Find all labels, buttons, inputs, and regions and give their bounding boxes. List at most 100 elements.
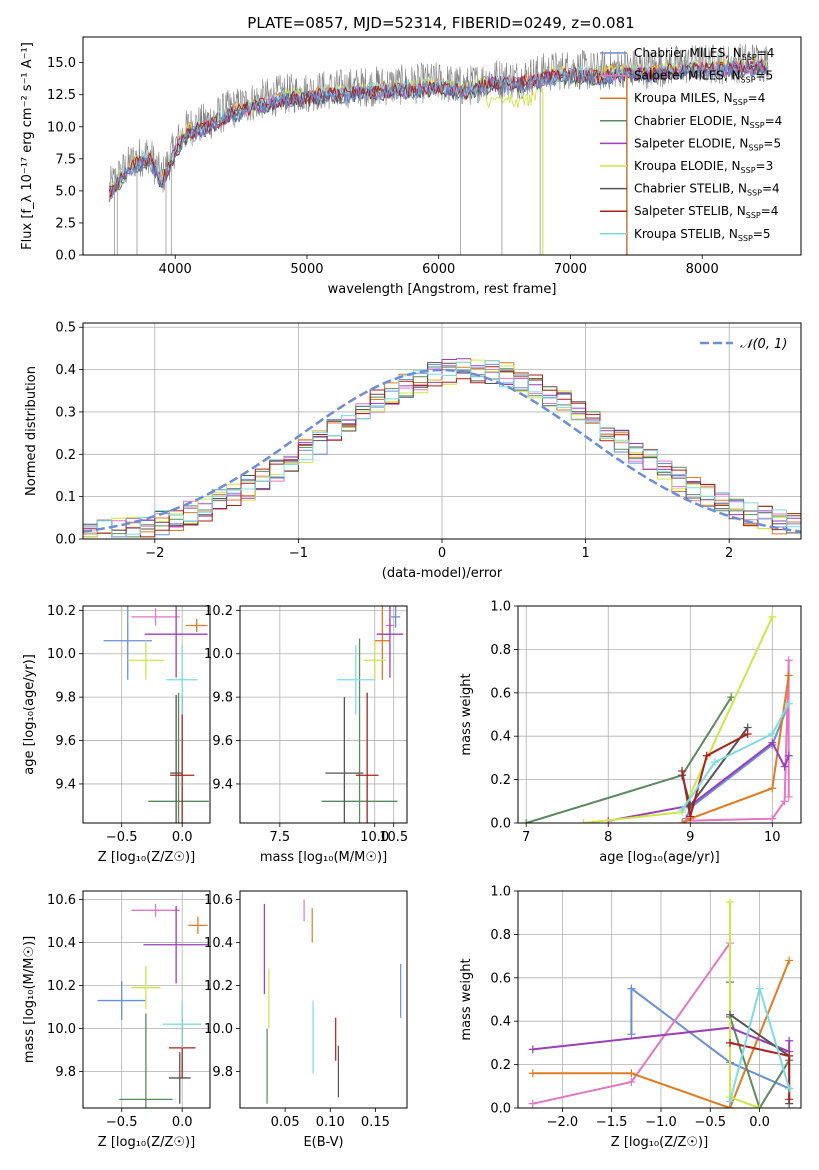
weight-marker [702,751,711,760]
weight-line [681,703,790,811]
model-spectrum-line [109,61,769,200]
x-tick-label: 7.5 [270,830,291,845]
y-tick-label: 0.0 [490,1102,511,1117]
legend-subscript: SSP [741,76,756,85]
y-tick-label: 0.0 [490,817,511,832]
x-axis-label: Z [log₁₀(Z/Z☉)] [98,1135,195,1150]
weight-marker [784,699,793,708]
plot-area [83,358,801,538]
plot-area [321,606,404,823]
residual-histogram [83,360,801,538]
x-tick-label: 0.0 [749,1115,770,1130]
legend-suffix: =4 [765,114,783,128]
weight-marker [528,1099,537,1108]
x-tick-label: −1 [289,546,308,561]
plot-area [263,899,402,1104]
weight-marker [528,1045,537,1054]
weight-marker [768,612,777,621]
weight-marker [727,693,736,702]
weight-marker [726,1010,735,1019]
y-tick-label: 10.6 [47,893,76,908]
axes-frame [239,890,408,1109]
x-tick-label: 9 [686,830,694,845]
legend-subscript: SSP [750,121,765,130]
x-tick-label: 6000 [422,262,455,277]
y-tick-label: 10.6 [204,893,233,908]
x-axis-label: wavelength [Angstrom, rest frame] [328,282,557,297]
weight-marker [522,819,531,823]
y-tick-label: 0.2 [490,773,511,788]
x-tick-label: 4000 [159,262,192,277]
y-axis-label: mass weight [459,958,474,1040]
normal-curve [83,368,801,533]
x-axis-label: (data-model)/error [382,566,503,581]
weight-marker [678,766,687,775]
legend-suffix: =4 [761,204,779,218]
x-tick-label: 8000 [686,262,719,277]
y-tick-label: 0.8 [490,643,511,658]
weight-line [532,1026,791,1054]
x-axis-label: E(B-V) [303,1135,343,1150]
x-tick-label: 0.15 [361,1115,390,1130]
y-tick-label: 7.5 [55,152,76,167]
legend-suffix: =5 [763,136,781,150]
weight-marker [627,984,636,993]
y-tick-label: 0.0 [55,533,76,548]
x-tick-label: 7 [522,830,530,845]
y-tick-label: 0.2 [490,1058,511,1073]
y-axis-label: Flux [f_λ 10⁻¹⁷ erg cm⁻² s⁻¹ A⁻¹] [20,42,35,250]
x-tick-label: −2.0 [547,1115,579,1130]
mass-vs-ebv-panel: 0.05 0.10 0.15 9.8 10.0 10.2 10.4 10.6 E(B-V) [204,890,408,1150]
weight-marker [627,1069,636,1078]
legend-subscript: SSP [733,98,748,107]
y-axis-label: mass [log₁₀(M/M☉)] [22,936,37,1063]
x-axis-label: mass [log₁₀(M/M☉)] [260,850,387,865]
x-tick-label: 0.10 [316,1115,345,1130]
weight-marker [780,797,789,806]
x-tick-label: 2 [725,546,733,561]
weight-marker [768,730,777,739]
legend-label: Kroupa ELODIE, NSSP=3 [634,159,773,175]
weight-marker [785,956,794,965]
weight-marker [768,738,777,747]
y-tick-label: 2.5 [55,216,76,231]
legend-label: Kroupa STELIB, NSSP=5 [634,227,771,243]
axes-frame [239,605,408,824]
y-tick-label: 10.0 [47,120,76,135]
x-tick-label: 1 [581,546,589,561]
legend-subscript: SSP [748,143,763,152]
weight-line [630,986,790,1090]
x-axis-label: age [log₁₀(age/yr)] [599,850,720,865]
weight-line [685,703,790,820]
x-tick-label: 10.5 [379,830,408,845]
y-tick-label: 1.0 [490,600,511,615]
weight-marker [784,792,793,801]
weight-line [608,741,790,822]
y-tick-label: 0.6 [490,686,511,701]
y-tick-label: 10.2 [47,604,76,619]
weight-marker [768,784,777,793]
y-axis-label: age [log₁₀(age/yr)] [22,654,37,775]
weight-marker [678,805,687,814]
y-tick-label: 10.2 [204,979,233,994]
y-tick-label: 10.0 [204,1022,233,1037]
legend-suffix: =3 [756,159,774,173]
axes-frame [82,322,802,540]
y-tick-label: 0.6 [490,971,511,986]
x-tick-label: 0.0 [172,1115,193,1130]
legend-label: Chabrier STELIB, NSSP=4 [634,182,780,198]
legend-subscript: SSP [741,166,756,175]
y-tick-label: 10.0 [47,647,76,662]
plot-area [97,903,209,1108]
y-tick-label: 9.8 [212,1065,233,1080]
legend-label: Kroupa MILES, NSSP=4 [634,91,765,107]
weight-marker [768,814,777,823]
plot-area [528,897,794,1108]
y-axis-label: Normed distribution [24,366,39,496]
mass-weight-vs-metallicity-panel: −2.0 −1.5 −1.0 −0.5 0.0 0.0 0.2 0.4 0.6 0.8 1.0 Z [… [459,885,802,1150]
legend-label: Salpeter ELODIE, NSSP=5 [634,136,781,152]
x-tick-label: −0.5 [106,830,138,845]
y-tick-label: 0.2 [55,448,76,463]
plot-area [103,606,209,823]
legend-subscript: SSP [742,53,757,62]
